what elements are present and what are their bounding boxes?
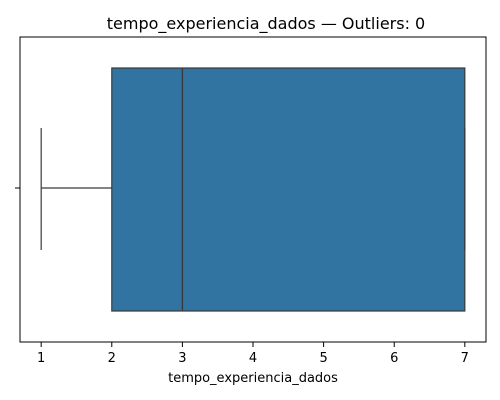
plot-area: 1 2 3 4 5 6 7 (15, 36, 487, 366)
x-tick-label-2: 2 (108, 351, 116, 366)
x-tick-label-5: 5 (319, 351, 327, 366)
x-tick-label-4: 4 (249, 351, 257, 366)
interquartile-box (111, 67, 466, 312)
x-axis-label: tempo_experiencia_dados (168, 371, 338, 386)
box-plot (40, 67, 466, 312)
x-tick-label-6: 6 (390, 351, 398, 366)
x-tick-label-3: 3 (178, 351, 186, 366)
x-axis-ticks: 1 2 3 4 5 6 7 (37, 342, 469, 366)
chart-title: tempo_experiencia_dados — Outliers: 0 (107, 14, 425, 34)
x-tick-label-7: 7 (461, 351, 469, 366)
x-tick-label-1: 1 (37, 351, 45, 366)
